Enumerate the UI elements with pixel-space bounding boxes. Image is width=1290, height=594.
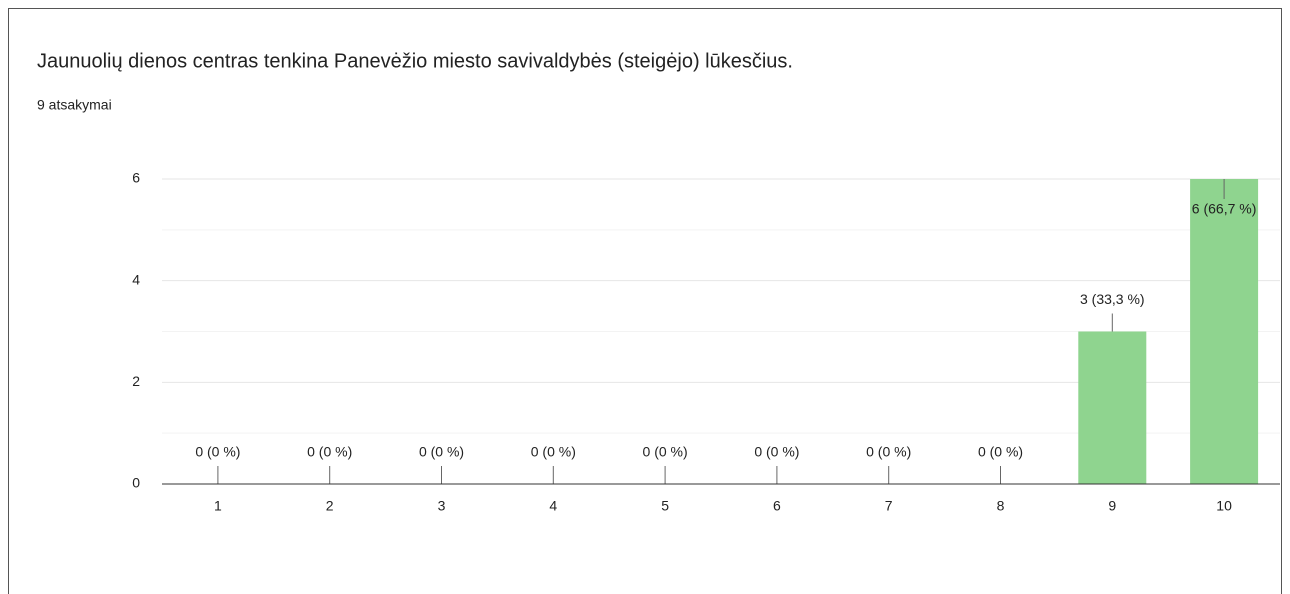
x-tick-label: 6 [773, 498, 781, 514]
chart-subtitle: 9 atsakymai [37, 97, 112, 113]
x-tick-label: 4 [549, 498, 557, 514]
x-tick-label: 2 [326, 498, 334, 514]
x-tick-label: 1 [214, 498, 222, 514]
bar [1190, 179, 1259, 484]
x-tick-label: 7 [885, 498, 893, 514]
value-label: 6 (66,7 %) [1192, 201, 1257, 217]
value-label: 0 (0 %) [195, 444, 240, 460]
value-label: 0 (0 %) [307, 444, 352, 460]
value-label: 0 (0 %) [978, 444, 1023, 460]
bar [1078, 331, 1147, 484]
y-tick-label: 4 [132, 271, 140, 287]
card [8, 8, 1282, 594]
y-tick-label: 6 [132, 170, 140, 186]
x-tick-label: 3 [438, 498, 446, 514]
x-tick-label: 8 [997, 498, 1005, 514]
y-tick-label: 0 [132, 475, 140, 491]
y-tick-label: 2 [132, 373, 140, 389]
chart-title: Jaunuolių dienos centras tenkina Panevėž… [37, 50, 793, 72]
x-tick-label: 9 [1108, 498, 1116, 514]
value-label: 3 (33,3 %) [1080, 291, 1145, 307]
value-label: 0 (0 %) [643, 444, 688, 460]
value-label: 0 (0 %) [531, 444, 576, 460]
value-label: 0 (0 %) [866, 444, 911, 460]
value-label: 0 (0 %) [754, 444, 799, 460]
x-tick-label: 5 [661, 498, 669, 514]
value-label: 0 (0 %) [419, 444, 464, 460]
x-tick-label: 10 [1216, 498, 1232, 514]
